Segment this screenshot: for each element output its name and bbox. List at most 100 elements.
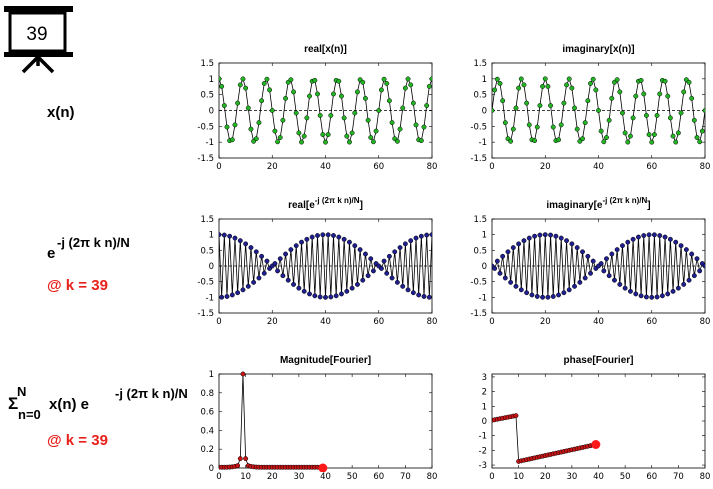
- data-point: [410, 100, 416, 106]
- data-point: [638, 77, 644, 83]
- y-tick-label: -1: [206, 138, 214, 148]
- data-point: [370, 268, 376, 274]
- data-point: [368, 256, 374, 262]
- data-point: [585, 253, 591, 259]
- data-point: [323, 139, 328, 145]
- data-point: [508, 138, 514, 144]
- data-point: [510, 245, 516, 251]
- x-tick-label: 60: [373, 317, 384, 327]
- data-point: [651, 232, 657, 238]
- data-point: [572, 105, 577, 111]
- data-point: [373, 128, 379, 134]
- data-point: [370, 139, 376, 145]
- data-point: [590, 258, 596, 264]
- data-point: [691, 273, 697, 279]
- data-point: [408, 82, 414, 88]
- data-point: [683, 247, 689, 253]
- data-point: [529, 292, 535, 298]
- data-point: [686, 277, 692, 283]
- data-point: [550, 124, 556, 130]
- data-point: [291, 281, 296, 287]
- plot-title: real[e-j (2π k n)/N]: [288, 196, 363, 211]
- data-point: [237, 238, 243, 244]
- data-point: [598, 261, 604, 266]
- y-tick-label: 1.5: [200, 59, 214, 69]
- x-tick-label: 10: [513, 472, 524, 482]
- x-tick-label: 40: [320, 162, 331, 172]
- phase-plot: phase[Fourier]0 10 20 30 40 50 60 70 803210-1-2-…: [479, 355, 711, 482]
- summation-upper: N: [17, 384, 26, 399]
- data-point: [540, 294, 546, 300]
- data-point: [569, 85, 575, 91]
- data-point: [288, 247, 294, 253]
- data-point: [397, 245, 403, 251]
- x-tick-label: 20: [267, 472, 278, 482]
- data-point: [315, 91, 320, 97]
- y-tick-label: 1: [482, 402, 487, 412]
- data-point: [301, 133, 307, 139]
- plot-title: imaginary[x(n)]: [562, 44, 634, 55]
- data-point: [649, 294, 655, 300]
- data-point: [545, 83, 551, 89]
- data-point: [675, 285, 681, 291]
- data-point: [540, 83, 546, 89]
- data-point: [494, 76, 500, 82]
- data-point: [376, 108, 382, 113]
- data-point: [558, 122, 564, 128]
- data-point: [604, 256, 609, 262]
- data-point: [638, 293, 644, 299]
- data-point: [492, 266, 498, 271]
- data-point: [574, 245, 580, 251]
- summation-symbol: Σ: [8, 394, 18, 413]
- data-point: [219, 76, 222, 82]
- x-tick-label: 20: [267, 317, 278, 327]
- data-point: [667, 115, 673, 121]
- summation-lower: n=0: [18, 407, 41, 422]
- data-point: [542, 232, 548, 238]
- y-tick-label: 0: [482, 107, 487, 117]
- data-point: [317, 113, 323, 118]
- data-point: [243, 456, 249, 462]
- data-point: [251, 279, 257, 285]
- data-point: [588, 81, 593, 86]
- data-point: [347, 139, 352, 145]
- data-point: [368, 135, 374, 140]
- data-point: [580, 249, 585, 255]
- data-point: [665, 93, 671, 99]
- data-point: [649, 139, 655, 145]
- data-point: [312, 77, 318, 83]
- data-point: [421, 124, 427, 130]
- y-tick-label: -0.5: [197, 122, 214, 132]
- data-point: [601, 268, 607, 274]
- data-point: [293, 243, 299, 249]
- data-point: [524, 290, 530, 296]
- data-point: [264, 76, 270, 82]
- data-point: [588, 270, 593, 276]
- data-point: [505, 249, 511, 255]
- y-tick-label: -1.5: [197, 154, 214, 164]
- data-point: [521, 82, 527, 88]
- data-point: [532, 138, 538, 144]
- data-point: [269, 108, 275, 113]
- y-tick-label: -1: [206, 293, 214, 303]
- data-point: [397, 126, 403, 132]
- data-point: [365, 273, 371, 279]
- data-point: [243, 85, 249, 91]
- data-point: [296, 285, 302, 291]
- data-point: [686, 79, 692, 85]
- data-point: [389, 120, 395, 126]
- data-point: [424, 232, 430, 238]
- x-tick-label: 30: [566, 472, 577, 482]
- x-tick-label: 40: [320, 472, 331, 482]
- data-point: [614, 77, 620, 83]
- data-point: [556, 137, 562, 143]
- data-point: [253, 249, 259, 255]
- data-point: [516, 241, 522, 247]
- y-tick-label: 0.5: [200, 246, 214, 256]
- data-point: [662, 234, 668, 240]
- data-point: [521, 238, 527, 244]
- data-point: [702, 263, 705, 269]
- data-point: [264, 258, 270, 264]
- x-tick-label: 20: [540, 317, 551, 327]
